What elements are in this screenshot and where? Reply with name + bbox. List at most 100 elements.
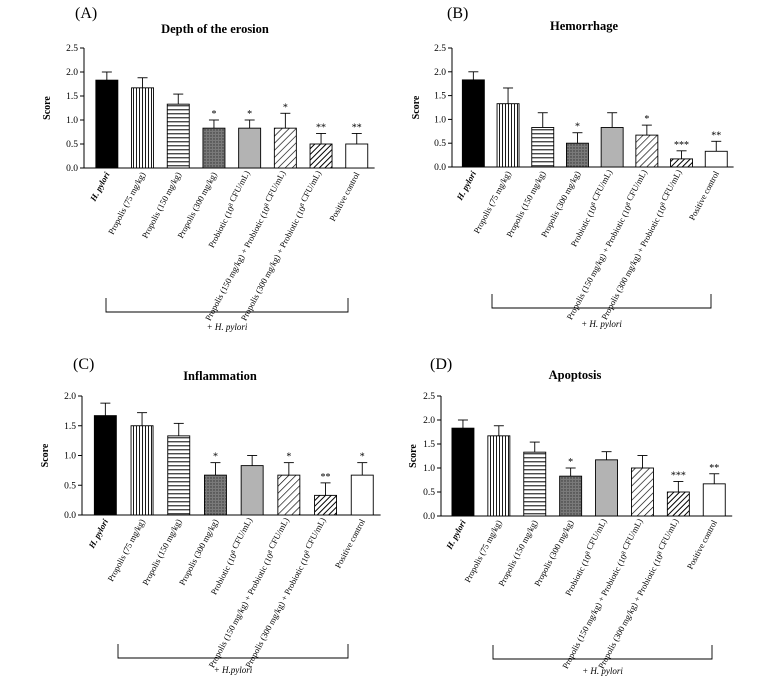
bar-propolis300-probiotic bbox=[666, 491, 690, 517]
panel-title: Inflammation bbox=[183, 369, 257, 383]
x-tick-label: Propolis (150 mg/kg) bbox=[496, 518, 539, 588]
bar-propolis150-probiotic bbox=[273, 127, 297, 169]
bar-propolis-300 bbox=[566, 142, 589, 168]
significance-marker: * bbox=[211, 109, 216, 120]
x-tick-label: H. pylori bbox=[86, 517, 110, 551]
bar-hpylori bbox=[93, 415, 117, 516]
bar-propolis-300 bbox=[202, 127, 226, 169]
y-axis-label: Score bbox=[411, 95, 422, 119]
panels-root: (A) Depth of the erosion 0.0 0.5 1.0 1.5 2.0 2.… bbox=[40, 5, 734, 676]
significance-marker: ** bbox=[316, 122, 326, 133]
x-tick-label: H. pylori bbox=[444, 518, 468, 552]
y-tick-label: 2.5 bbox=[434, 44, 446, 54]
x-tick-label: Positive control bbox=[333, 517, 368, 570]
y-tick-label: 1.5 bbox=[64, 422, 76, 432]
y-tick-label: 2.0 bbox=[423, 416, 435, 426]
significance-marker: *** bbox=[674, 140, 689, 151]
x-tick-label: Positive control bbox=[327, 170, 362, 223]
bar-propolis-150 bbox=[166, 103, 190, 169]
y-axis-label: Score bbox=[42, 96, 53, 120]
bar-propolis-75 bbox=[496, 103, 520, 168]
y-tick-label: 2.0 bbox=[64, 392, 76, 402]
y-axis-label: Score bbox=[40, 443, 51, 467]
x-tick-label: Propolis (75 mg/kg) bbox=[462, 518, 503, 584]
bracket-label: + H. pylori bbox=[582, 666, 623, 676]
panel-label: (C) bbox=[73, 356, 94, 373]
panel-label: (A) bbox=[75, 5, 97, 22]
y-tick-label: 1.0 bbox=[64, 452, 76, 462]
y-tick-label: 1.5 bbox=[423, 440, 435, 450]
bar-propolis150-probiotic bbox=[277, 474, 301, 516]
bar-probiotic bbox=[238, 127, 262, 169]
group-bracket bbox=[492, 645, 713, 660]
y-tick-label: 0.5 bbox=[423, 488, 435, 498]
bar-propolis-75 bbox=[130, 425, 154, 516]
panel-title: Hemorrhage bbox=[550, 19, 618, 33]
bar-propolis300-probiotic bbox=[309, 143, 333, 169]
significance-marker: * bbox=[247, 109, 252, 120]
y-tick-label: 0.0 bbox=[423, 512, 435, 522]
panel-d: (D) Apoptosis 0.0 0.5 1.0 1.5 2.0 2.5 Score H. py… bbox=[408, 356, 733, 676]
group-bracket bbox=[117, 644, 349, 659]
y-tick-label: 0.0 bbox=[66, 164, 78, 174]
bar-propolis-150 bbox=[167, 435, 191, 516]
y-tick-label: 0.5 bbox=[434, 139, 446, 149]
bar-propolis150-probiotic bbox=[635, 134, 659, 168]
bar-hpylori bbox=[451, 427, 475, 517]
significance-marker: ** bbox=[709, 463, 719, 474]
bar-propolis-75 bbox=[131, 87, 155, 169]
y-tick-label: 0.5 bbox=[66, 140, 78, 150]
bar-probiotic bbox=[240, 465, 264, 516]
bar-positive-control bbox=[350, 474, 374, 516]
x-tick-label: Propolis (75 mg/kg) bbox=[106, 170, 147, 236]
bar-hpylori bbox=[95, 79, 119, 169]
bar-propolis-300 bbox=[559, 475, 583, 517]
x-tick-label: H. pylori bbox=[454, 169, 478, 203]
x-tick-label: Positive control bbox=[687, 169, 722, 222]
y-tick-label: 1.0 bbox=[434, 115, 446, 125]
y-tick-label: 1.0 bbox=[66, 116, 78, 126]
bar-probiotic bbox=[595, 459, 618, 517]
significance-marker: * bbox=[360, 452, 365, 463]
bar-propolis-300 bbox=[203, 474, 227, 516]
x-tick-label: Propolis (150 mg/kg) bbox=[140, 517, 183, 587]
bar-propolis-150 bbox=[523, 451, 547, 517]
bar-propolis300-probiotic bbox=[670, 158, 693, 168]
significance-marker: *** bbox=[671, 470, 686, 481]
y-tick-label: 1.5 bbox=[434, 92, 446, 102]
panel-label: (D) bbox=[430, 356, 452, 373]
group-bracket bbox=[491, 294, 712, 309]
y-tick-label: 2.5 bbox=[423, 392, 435, 402]
bar-probiotic bbox=[600, 127, 624, 168]
y-tick-label: 0.0 bbox=[64, 511, 76, 521]
bar-positive-control bbox=[345, 143, 369, 169]
y-tick-label: 0.0 bbox=[434, 163, 446, 173]
bar-positive-control bbox=[702, 483, 726, 517]
y-tick-label: 2.0 bbox=[434, 68, 446, 78]
panel-a: (A) Depth of the erosion 0.0 0.5 1.0 1.5 2.0 2.… bbox=[42, 5, 375, 332]
panel-label: (B) bbox=[447, 5, 468, 22]
bar-propolis300-probiotic bbox=[314, 494, 337, 516]
x-tick-label: Propolis (75 mg/kg) bbox=[105, 517, 146, 583]
bar-propolis-75 bbox=[487, 435, 511, 517]
y-axis-label: Score bbox=[408, 444, 419, 468]
panel-title: Depth of the erosion bbox=[161, 22, 269, 36]
bracket-label: + H. pylori bbox=[207, 322, 248, 332]
x-tick-label: Propolis (75 mg/kg) bbox=[471, 169, 512, 235]
y-tick-label: 0.5 bbox=[64, 481, 76, 491]
x-tick-label: Positive control bbox=[685, 518, 720, 571]
y-tick-label: 2.5 bbox=[66, 44, 78, 54]
significance-marker: * bbox=[283, 102, 288, 113]
x-tick-label: Propolis (300 mg/kg) bbox=[175, 170, 218, 240]
bar-propolis-150 bbox=[531, 127, 555, 168]
y-tick-label: 1.5 bbox=[66, 92, 78, 102]
bar-propolis150-probiotic bbox=[631, 467, 654, 517]
significance-marker: * bbox=[575, 122, 580, 133]
panel-c: (C) Inflammation 0.0 0.5 1.0 1.5 2.0 Score H. py… bbox=[40, 356, 381, 675]
x-tick-label: Propolis (300 mg/kg) bbox=[177, 517, 220, 587]
significance-marker: * bbox=[286, 452, 291, 463]
y-tick-label: 1.0 bbox=[423, 464, 435, 474]
panel-b: (B) Hemorrhage 0.0 0.5 1.0 1.5 2.0 2.5 Score H. p… bbox=[411, 5, 734, 329]
panel-title: Apoptosis bbox=[549, 368, 602, 382]
